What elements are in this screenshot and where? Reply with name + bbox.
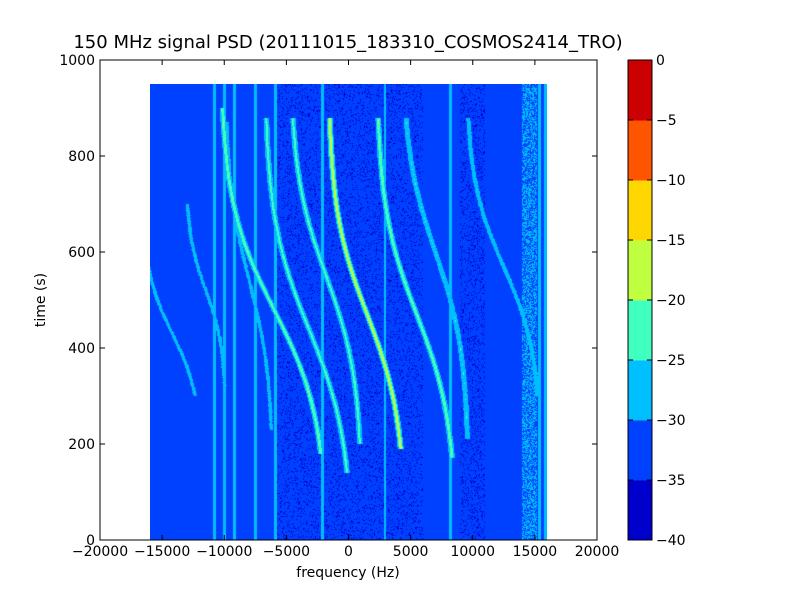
chart-title: 150 MHz signal PSD (20111015_183310_COSM… [73,32,622,53]
x-tick-label: −10000 [196,544,252,560]
colorbar-tick-label: 0 [656,53,665,69]
colorbar-band [628,60,652,121]
x-axis-label: frequency (Hz) [296,565,399,581]
colorbar-tick-label: −20 [656,293,686,309]
colorbar-band [628,480,652,541]
colorbar-tick-label: −10 [656,173,686,189]
x-tick-label: −15000 [134,544,190,560]
colorbar-band [628,120,652,181]
colorbar-band [628,360,652,421]
x-axis-ticks: −20000 −15000 −10000 −5000 0 5000 10000 15000 20… [72,60,619,560]
spectrogram-heatmap [150,84,547,540]
x-tick-label: 5000 [393,544,429,560]
plot-frame-border [99,59,598,541]
colorbar-band [628,180,652,241]
colorbar-bands [628,60,652,541]
y-tick-label: 600 [68,245,95,261]
y-tick-label: 400 [68,341,95,357]
y-axis-label: time (s) [33,273,49,327]
x-tick-label: 0 [344,544,353,560]
y-tick-label: 800 [68,149,95,165]
colorbar-tick-label: −5 [656,113,677,129]
colorbar-band [628,300,652,361]
y-tick-label: 200 [68,437,95,453]
colorbar-tick-label: −15 [656,233,686,249]
colorbar-tick-label: −40 [656,533,686,549]
colorbar-tick-label: −25 [656,353,686,369]
x-tick-label: −20000 [72,544,128,560]
colorbar-band [628,420,652,481]
colorbar-border [627,59,653,541]
x-tick-label: 20000 [575,544,620,560]
colorbar-band [628,240,652,301]
x-tick-label: 15000 [513,544,558,560]
colorbar-tick-label: −30 [656,413,686,429]
colorbar-ticks: −40 −35 −30 −25 −20 −15 −10 −5 0 [628,53,686,549]
y-axis-ticks: 0 200 400 600 800 1000 [59,53,597,549]
y-tick-label: 1000 [59,53,95,69]
x-tick-label: 10000 [450,544,495,560]
x-tick-label: −5000 [263,544,310,560]
plot-area: −20000 −15000 −10000 −5000 0 5000 10000 15000 20… [59,53,619,560]
colorbar: −40 −35 −30 −25 −20 −15 −10 −5 0 [627,53,686,549]
colorbar-tick-label: −35 [656,473,686,489]
y-tick-label: 0 [86,533,95,549]
